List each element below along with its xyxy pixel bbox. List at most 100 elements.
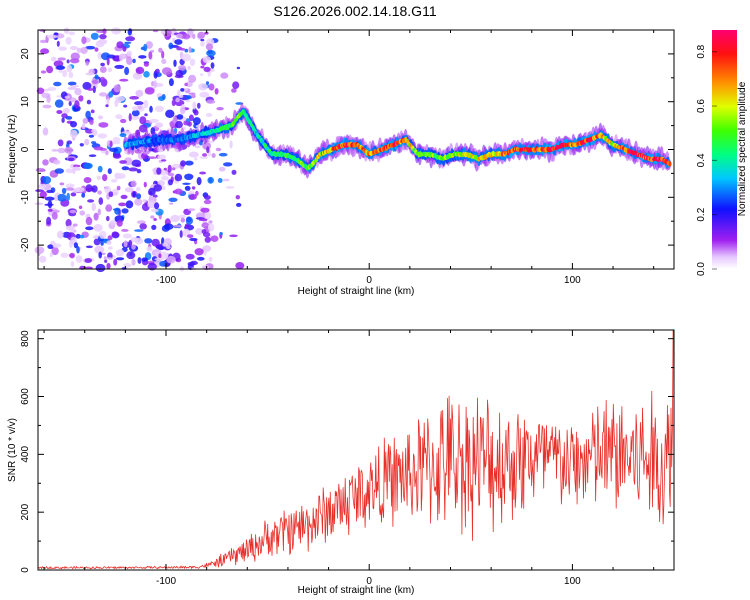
snr-y-ticks: 0 200 400 600 800: [20, 330, 674, 573]
noise-cell: [53, 159, 61, 165]
noise-cell: [143, 99, 149, 109]
noise-cell: [65, 36, 72, 45]
noise-cell: [97, 115, 104, 120]
noise-cell: [236, 202, 242, 207]
noise-cell: [69, 209, 77, 214]
noise-cell: [205, 113, 213, 117]
noise-cell: [200, 65, 205, 69]
noise-cell: [160, 29, 166, 35]
noise-cell: [110, 178, 118, 183]
noise-cell: [65, 187, 74, 191]
noise-cell: [46, 216, 52, 225]
noise-cell: [97, 133, 108, 139]
noise-cell: [58, 69, 63, 73]
noise-cell: [126, 251, 136, 260]
noise-cell: [137, 105, 143, 110]
colorbar-label: Normalized spectral amplitude: [737, 81, 748, 216]
noise-cell: [66, 192, 70, 201]
noise-cell: [68, 72, 74, 78]
spectrogram-ridge: [123, 102, 672, 179]
noise-cell: [208, 220, 213, 224]
y-tick-label: 400: [20, 446, 31, 463]
spectrogram-noise: [34, 27, 245, 273]
noise-cell: [199, 140, 203, 146]
noise-cell: [57, 139, 64, 147]
noise-cell: [194, 157, 198, 161]
noise-cell: [40, 70, 47, 74]
noise-cell: [115, 249, 125, 257]
noise-cell: [168, 197, 178, 202]
noise-cell: [46, 189, 54, 194]
noise-cell: [74, 187, 85, 193]
noise-cell: [188, 46, 192, 53]
noise-cell: [130, 180, 137, 188]
noise-cell: [51, 246, 59, 256]
noise-cell: [159, 260, 168, 267]
noise-cell: [161, 58, 167, 65]
noise-cell: [135, 89, 144, 97]
noise-cell: [218, 166, 226, 172]
noise-cell: [155, 122, 164, 128]
noise-cell: [189, 151, 199, 158]
noise-cell: [94, 245, 105, 254]
noise-cell: [235, 195, 240, 200]
noise-cell: [138, 124, 148, 133]
noise-cell: [219, 232, 223, 235]
noise-cell: [137, 257, 142, 264]
noise-cell: [39, 39, 48, 44]
noise-cell: [202, 153, 208, 157]
noise-cell: [124, 187, 134, 193]
noise-cell: [200, 207, 210, 213]
noise-cell: [50, 209, 61, 213]
noise-cell: [106, 215, 110, 222]
noise-cell: [114, 215, 125, 223]
noise-cell: [207, 176, 214, 184]
noise-cell: [127, 28, 132, 36]
noise-cell: [57, 193, 67, 202]
noise-cell: [107, 67, 113, 73]
noise-cell: [84, 258, 92, 263]
noise-cell: [100, 62, 105, 67]
noise-cell: [74, 87, 82, 96]
noise-cell: [66, 59, 70, 64]
noise-cell: [67, 157, 75, 162]
noise-cell: [123, 104, 128, 108]
noise-cell: [65, 219, 72, 228]
noise-cell: [97, 190, 102, 195]
noise-cell: [203, 249, 207, 256]
noise-cell: [42, 104, 52, 109]
noise-cell: [73, 229, 77, 233]
noise-cell: [85, 45, 96, 50]
noise-cell: [184, 185, 191, 191]
noise-cell: [126, 56, 133, 65]
noise-cell: [87, 88, 94, 91]
noise-cell: [174, 188, 183, 195]
noise-cell: [179, 106, 186, 115]
noise-cell: [136, 193, 142, 200]
noise-cell: [200, 73, 204, 76]
noise-cell: [106, 257, 114, 260]
noise-cell: [195, 228, 204, 235]
noise-cell: [119, 55, 123, 62]
noise-cell: [229, 234, 238, 238]
spectrogram-y-label: Frequency (Hz): [7, 115, 18, 184]
noise-cell: [202, 245, 212, 252]
noise-cell: [128, 240, 133, 248]
x-tick-label: -100: [156, 576, 176, 587]
noise-cell: [178, 214, 186, 219]
noise-cell: [121, 208, 129, 214]
noise-cell: [157, 96, 165, 101]
noise-cell: [184, 160, 194, 166]
noise-cell: [192, 101, 197, 110]
noise-cell: [206, 99, 216, 104]
noise-cell: [178, 94, 184, 99]
noise-cell: [197, 102, 201, 109]
noise-cell: [147, 156, 157, 159]
noise-cell: [68, 31, 76, 36]
noise-cell: [38, 183, 47, 189]
noise-cell: [185, 216, 193, 225]
noise-cell: [173, 224, 183, 228]
noise-cell: [36, 87, 45, 95]
noise-cell: [82, 117, 89, 124]
